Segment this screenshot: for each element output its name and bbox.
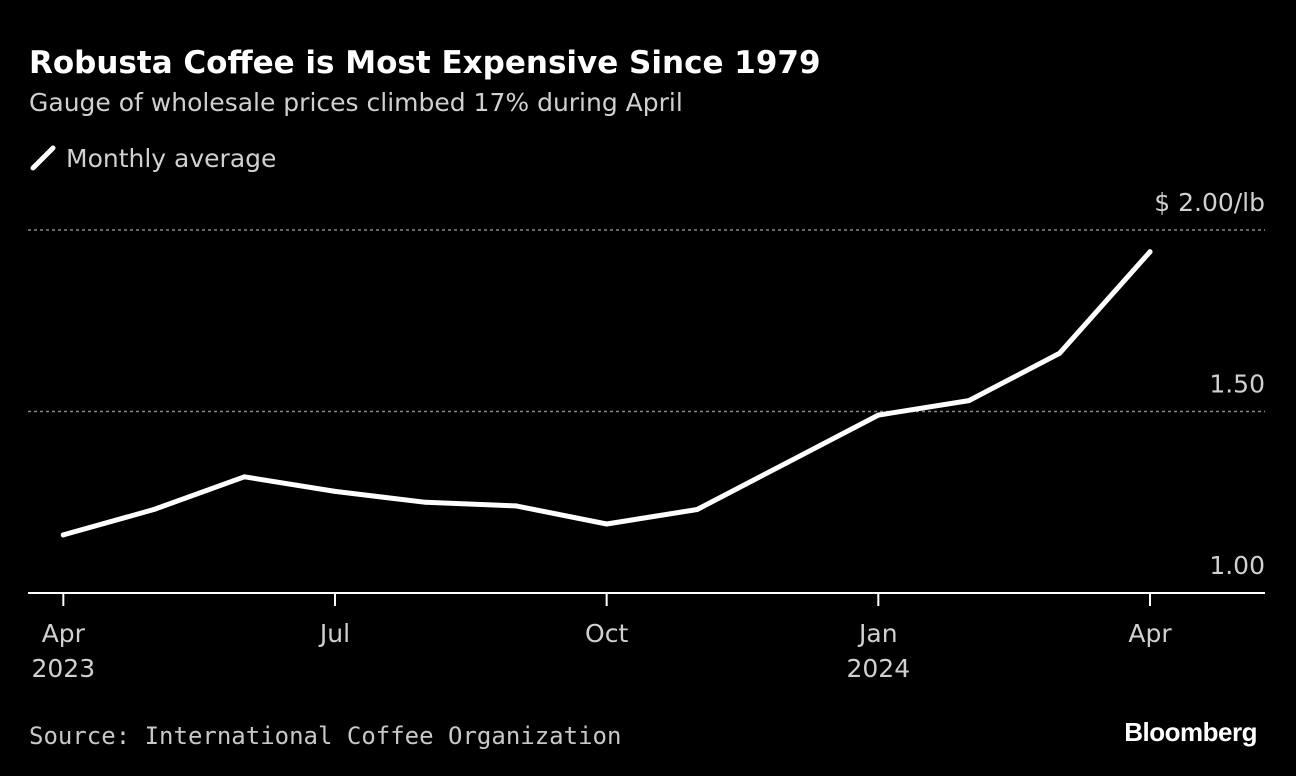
x-tick-sublabel: 2023 [32,654,96,683]
y-tick-label: 1.00 [1209,551,1265,580]
series-line-monthly-average [60,249,1153,538]
data-point-2023-07 [332,488,338,494]
data-point-2024-03 [1056,350,1062,356]
data-point-2023-12 [785,459,791,465]
data-point-2023-09 [513,503,519,509]
data-point-2023-04 [60,532,66,538]
data-point-2024-04 [1147,249,1153,255]
x-tick-label: Oct [585,619,628,648]
x-tick-label: Jul [318,619,350,648]
x-axis: Apr 2023 Jul Oct Jan 2024 Apr [28,592,1265,683]
data-point-2023-11 [694,507,700,513]
x-tick-label: Jan [857,619,898,648]
source-note: Source: International Coffee Organizatio… [29,722,621,750]
data-point-2023-05 [151,507,157,513]
data-point-2023-10 [604,521,610,527]
data-point-2023-06 [241,474,247,480]
x-tick-label: Apr [42,619,86,648]
data-points [60,249,1153,538]
x-tick-label: Apr [1128,619,1172,648]
y-tick-label: 1.50 [1209,370,1265,399]
y-tick-label: $ 2.00/lb [1154,188,1265,217]
legend-line-icon [30,145,56,171]
chart-subtitle: Gauge of wholesale prices climbed 17% du… [29,88,683,117]
data-point-2023-08 [423,499,429,505]
y-axis-labels: 1.00 1.50 $ 2.00/lb [1154,188,1265,580]
x-tick-sublabel: 2024 [847,654,911,683]
data-point-2024-01 [875,412,881,418]
legend-label: Monthly average [66,144,276,173]
chart-title: Robusta Coffee is Most Expensive Since 1… [29,45,821,81]
data-point-2024-02 [966,398,972,404]
legend: Monthly average [30,144,276,173]
bloomberg-logo: Bloomberg [1124,717,1257,747]
gridlines [28,229,1265,413]
